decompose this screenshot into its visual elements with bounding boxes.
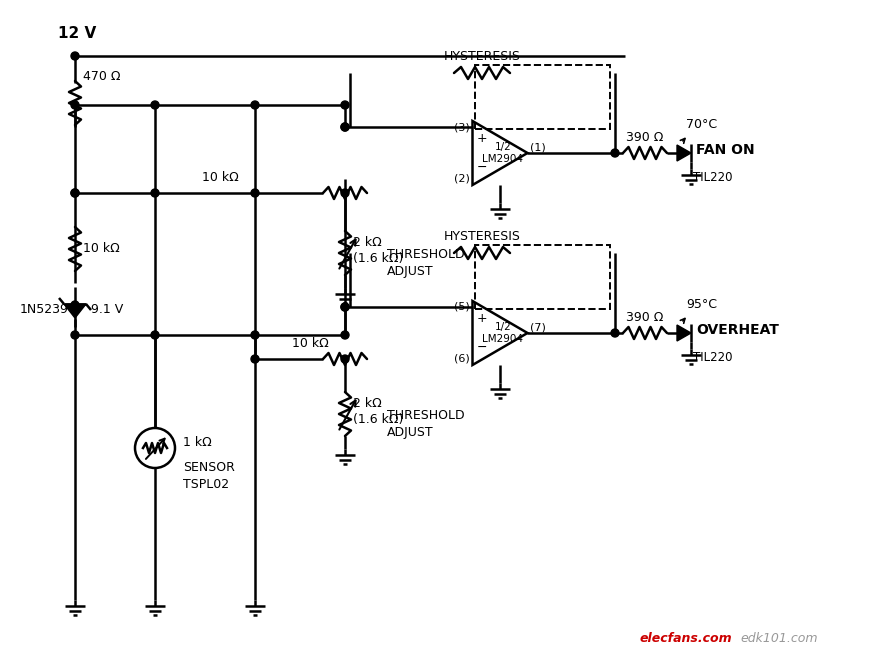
Circle shape	[71, 101, 79, 109]
Text: 1/2
LM2904: 1/2 LM2904	[482, 142, 523, 164]
Circle shape	[341, 303, 348, 311]
Circle shape	[151, 331, 159, 339]
Circle shape	[151, 189, 159, 197]
Text: 1/2
LM2904: 1/2 LM2904	[482, 322, 523, 344]
Circle shape	[251, 331, 259, 339]
Text: HYSTERESIS: HYSTERESIS	[443, 230, 520, 243]
Circle shape	[71, 189, 79, 197]
Text: OVERHEAT: OVERHEAT	[695, 323, 778, 337]
Circle shape	[71, 301, 79, 309]
Text: 2 kΩ: 2 kΩ	[353, 237, 381, 249]
Bar	[474, 245, 609, 309]
Text: 1 kΩ: 1 kΩ	[182, 436, 211, 450]
Bar	[474, 65, 609, 129]
Text: 10 kΩ: 10 kΩ	[202, 171, 238, 184]
Circle shape	[71, 189, 79, 197]
Text: 10 kΩ: 10 kΩ	[83, 243, 120, 255]
Text: 9.1 V: 9.1 V	[91, 304, 123, 316]
Text: TIL220: TIL220	[693, 351, 732, 364]
Circle shape	[341, 331, 348, 339]
Text: HYSTERESIS: HYSTERESIS	[443, 50, 520, 63]
Circle shape	[341, 101, 348, 109]
Text: −: −	[475, 341, 486, 354]
Text: (6): (6)	[454, 354, 469, 364]
Text: 95°C: 95°C	[686, 298, 716, 311]
Text: 390 Ω: 390 Ω	[626, 311, 663, 324]
Text: (7): (7)	[529, 323, 545, 333]
Text: (2): (2)	[454, 174, 469, 184]
Text: THRESHOLD
ADJUST: THRESHOLD ADJUST	[387, 409, 464, 439]
Text: (1.6 kΩ): (1.6 kΩ)	[353, 253, 403, 265]
Text: 2 kΩ: 2 kΩ	[353, 398, 381, 410]
Text: 470 Ω: 470 Ω	[83, 70, 121, 82]
Text: 390 Ω: 390 Ω	[626, 131, 663, 144]
Text: FAN ON: FAN ON	[695, 143, 753, 157]
Text: 12 V: 12 V	[58, 26, 96, 41]
Circle shape	[341, 189, 348, 197]
Polygon shape	[64, 304, 86, 318]
Circle shape	[341, 123, 348, 131]
Circle shape	[71, 52, 79, 60]
Text: TIL220: TIL220	[693, 171, 732, 184]
Text: (5): (5)	[454, 302, 469, 312]
Text: SENSOR
TSPL02: SENSOR TSPL02	[182, 461, 235, 491]
Text: (1.6 kΩ): (1.6 kΩ)	[353, 414, 403, 426]
Circle shape	[71, 331, 79, 339]
Text: THRESHOLD
ADJUST: THRESHOLD ADJUST	[387, 248, 464, 278]
Polygon shape	[676, 325, 690, 341]
Text: elecfans.com: elecfans.com	[640, 632, 732, 645]
Text: +: +	[475, 132, 487, 145]
Text: 1N5239: 1N5239	[20, 304, 69, 316]
Circle shape	[251, 189, 259, 197]
Circle shape	[151, 101, 159, 109]
Text: +: +	[475, 312, 487, 325]
Circle shape	[341, 355, 348, 363]
Circle shape	[610, 149, 618, 157]
Text: edk101.com: edk101.com	[740, 632, 817, 645]
Circle shape	[251, 101, 259, 109]
Text: 10 kΩ: 10 kΩ	[291, 337, 328, 350]
Text: (3): (3)	[454, 122, 469, 132]
Text: (1): (1)	[529, 143, 545, 153]
Polygon shape	[676, 145, 690, 161]
Text: 70°C: 70°C	[686, 118, 716, 131]
Circle shape	[341, 303, 348, 311]
Circle shape	[251, 355, 259, 363]
Circle shape	[610, 329, 618, 337]
Text: −: −	[475, 161, 486, 174]
Circle shape	[341, 123, 348, 131]
